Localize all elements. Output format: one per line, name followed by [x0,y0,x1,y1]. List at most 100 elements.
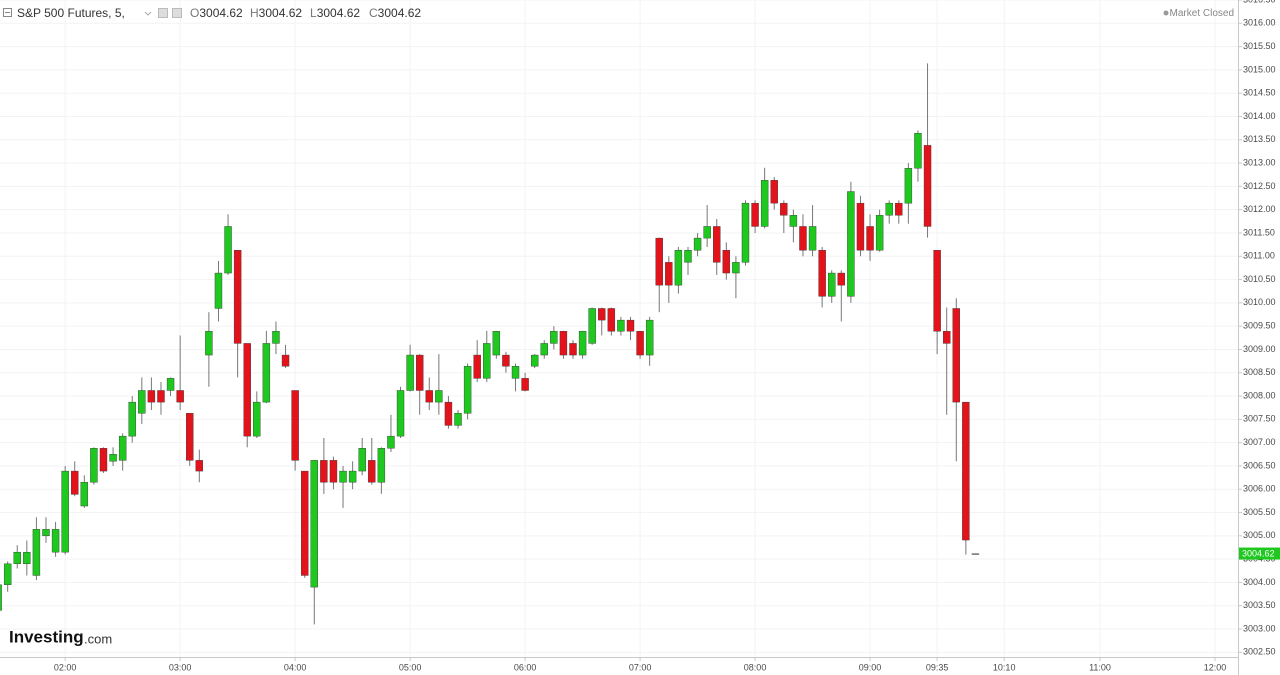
candle-body [828,272,836,297]
y-tick-label: 3011.00 [1243,251,1275,261]
y-tick-label: 3005.50 [1243,507,1276,517]
ohlc-item: H3004.62 [250,6,302,20]
candle-body [837,272,846,286]
candle-body [454,413,462,426]
candle-body [885,202,893,216]
candle-body [655,237,663,286]
y-tick-label: 3005.00 [1243,530,1276,540]
settings-icon[interactable] [158,8,168,18]
candle-body [665,262,673,286]
y-tick-label: 3015.00 [1243,64,1276,74]
y-tick-label: 3006.00 [1243,484,1276,494]
candle-body [186,413,194,461]
candle-body [90,448,98,483]
candle-body [205,331,213,356]
candle-body [530,354,539,367]
x-tick-label: 02:00 [54,662,77,672]
candle-body [923,145,932,227]
candle-body [387,435,395,449]
close-icon[interactable] [172,8,182,18]
candle-body [693,237,702,251]
y-tick-label: 3015.50 [1243,41,1276,51]
y-tick-label: 3014.00 [1243,111,1276,121]
candle-body [13,551,21,565]
candle-body [377,448,386,483]
x-tick-label: 03:00 [169,662,192,672]
ohlc-label: C [369,6,378,20]
last-price-badge [1239,547,1280,560]
candle-body [339,470,347,483]
ohlc-value: 3004.62 [199,6,243,20]
candles [0,63,980,625]
candle-body [780,202,788,216]
candle-body [99,448,108,472]
candle-body [310,460,318,588]
candle-body [713,226,721,263]
symbol: S&P 500 Futures, 5, [17,6,125,20]
candle-body [291,390,299,461]
candle-body [71,470,79,495]
y-tick-label: 3016.50 [1243,0,1276,4]
candle-body [578,331,587,356]
candle-body [943,331,951,344]
candle-body [138,390,146,414]
axes: 3002.503003.003003.503004.003004.503005.… [54,0,1280,672]
candle-body [521,378,529,391]
candle-body [272,331,280,344]
y-tick-label: 3004.00 [1243,577,1276,587]
candle-body [962,401,970,541]
collapse-icon[interactable] [3,8,12,17]
logo-name: Investing [9,627,84,646]
candle-body [444,401,453,426]
ohlc-label: H [250,6,259,20]
dropdown-arrow[interactable] [144,11,152,16]
y-tick-label: 3006.50 [1243,460,1276,470]
candle-body [262,343,271,403]
candle-body [808,226,817,251]
market-status: Market Closed [1170,8,1234,19]
candle-body [109,454,117,462]
candle-body [588,308,596,344]
candle-body [483,343,491,379]
y-tick-label: 3007.00 [1243,437,1276,447]
candle-body [607,308,616,332]
status-dot [1163,10,1169,16]
candle-body [722,250,731,274]
candle-body [856,202,865,251]
candle-body [818,250,826,297]
candle-body [176,390,184,403]
candle-body [473,354,481,379]
candle-body [636,331,644,356]
candle-body [914,133,922,169]
candle-body [415,354,424,391]
y-tick-label: 3011.50 [1243,227,1275,237]
candle-body [645,319,654,356]
candle-body [741,202,750,263]
candle-body [847,191,855,297]
ohlc-value: 3004.62 [378,6,422,20]
y-tick-label: 3008.50 [1243,367,1276,377]
candle-body [80,482,89,507]
candle-body [51,529,60,553]
candle-body [904,168,913,204]
candle-body [425,390,433,403]
candle-body [61,470,69,553]
y-tick-label: 3012.00 [1243,204,1276,214]
candle-body [598,308,606,321]
candle-body [559,331,568,356]
candle-body [511,366,520,379]
x-tick-label: 09:00 [859,662,882,672]
candle-body [281,354,290,367]
ohlc-value: 3004.62 [317,6,361,20]
candle-body [866,226,874,251]
candle-body [569,343,577,356]
candle-body [195,460,204,472]
y-tick-label: 3012.50 [1243,181,1276,191]
y-tick-label: 3003.50 [1243,600,1276,610]
candle-body [147,390,156,403]
candle-body [214,272,223,309]
header: S&P 500 Futures, 5, Market Closed O3004.… [3,6,1234,20]
grid [0,0,1238,657]
candle-body [760,180,769,227]
